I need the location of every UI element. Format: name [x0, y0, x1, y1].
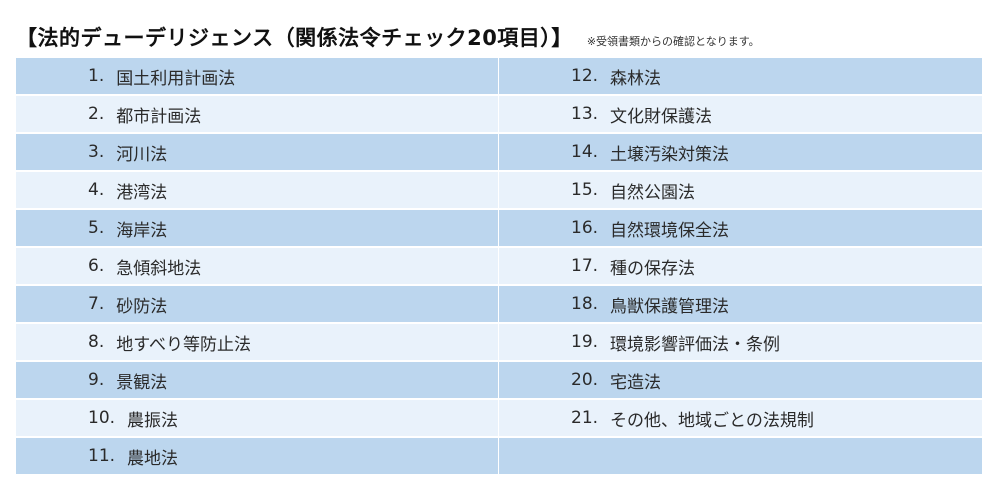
item-label: 農振法: [127, 410, 179, 431]
law-checklist-table: 1. 国土利用計画法 2. 都市計画法 3. 河川法 4. 港湾法 5. 海岸法 6. 急傾…: [16, 58, 982, 476]
item-label: 砂防法: [116, 296, 168, 317]
table-row: 4. 港湾法: [16, 172, 498, 208]
table-row: 3. 河川法: [16, 134, 498, 170]
item-number: 5.: [88, 218, 105, 238]
header: 【法的デューデリジェンス（関係法令チェック20項目）】 ※受領書類からの確認とな…: [16, 22, 760, 52]
item-number: 3.: [88, 142, 105, 162]
item-number: 9.: [88, 370, 105, 390]
left-column: 1. 国土利用計画法 2. 都市計画法 3. 河川法 4. 港湾法 5. 海岸法 6. 急傾…: [16, 58, 499, 476]
item-label: 農地法: [127, 448, 179, 469]
item-label: 景観法: [116, 372, 168, 393]
item-number: 16.: [571, 218, 599, 238]
item-label: 文化財保護法: [610, 106, 713, 127]
item-label: 海岸法: [116, 220, 168, 241]
table-row: 12. 森林法: [499, 58, 982, 94]
item-number: 7.: [88, 294, 105, 314]
table-row: 19. 環境影響評価法・条例: [499, 324, 982, 360]
item-number: 19.: [571, 332, 599, 352]
item-label: 種の保存法: [610, 258, 696, 279]
item-number: 12.: [571, 66, 599, 86]
item-number: 20.: [571, 370, 599, 390]
item-number: 13.: [571, 104, 599, 124]
item-number: 4.: [88, 180, 105, 200]
item-number: 15.: [571, 180, 599, 200]
table-row: 9. 景観法: [16, 362, 498, 398]
table-row: 10. 農振法: [16, 400, 498, 436]
table-row: 5. 海岸法: [16, 210, 498, 246]
item-label: 鳥獣保護管理法: [610, 296, 730, 317]
page-title: 【法的デューデリジェンス（関係法令チェック20項目）】: [16, 26, 573, 50]
item-number: 1.: [88, 66, 105, 86]
item-number: 2.: [88, 104, 105, 124]
item-label: 都市計画法: [116, 106, 202, 127]
table-row: 15. 自然公園法: [499, 172, 982, 208]
table-row-empty: [499, 438, 982, 474]
item-label: 自然環境保全法: [610, 220, 730, 241]
item-label: 国土利用計画法: [116, 68, 236, 89]
item-label: 土壌汚染対策法: [610, 144, 730, 165]
table-row: 6. 急傾斜地法: [16, 248, 498, 284]
table-row: 7. 砂防法: [16, 286, 498, 322]
right-column: 12. 森林法 13. 文化財保護法 14. 土壌汚染対策法 15. 自然公園法 16.…: [499, 58, 982, 476]
item-label: 河川法: [116, 144, 168, 165]
item-number: 8.: [88, 332, 105, 352]
table-row: 11. 農地法: [16, 438, 498, 474]
item-number: 11.: [88, 446, 116, 466]
item-label: 環境影響評価法・条例: [610, 334, 781, 355]
table-row: 20. 宅造法: [499, 362, 982, 398]
item-number: 10.: [88, 408, 116, 428]
table-row: 13. 文化財保護法: [499, 96, 982, 132]
item-number: 17.: [571, 256, 599, 276]
item-number: 21.: [571, 408, 599, 428]
item-label: 急傾斜地法: [116, 258, 202, 279]
table-row: 8. 地すべり等防止法: [16, 324, 498, 360]
item-label: 宅造法: [610, 372, 662, 393]
table-row: 16. 自然環境保全法: [499, 210, 982, 246]
page-note: ※受領書類からの確認となります。: [586, 35, 760, 48]
item-label: 地すべり等防止法: [116, 334, 252, 355]
item-number: 6.: [88, 256, 105, 276]
table-row: 2. 都市計画法: [16, 96, 498, 132]
table-row: 21. その他、地域ごとの法規制: [499, 400, 982, 436]
item-label: 自然公園法: [610, 182, 696, 203]
table-row: 17. 種の保存法: [499, 248, 982, 284]
table-row: 18. 鳥獣保護管理法: [499, 286, 982, 322]
table-row: 1. 国土利用計画法: [16, 58, 498, 94]
item-label: 港湾法: [116, 182, 168, 203]
item-number: 18.: [571, 294, 599, 314]
item-label: 森林法: [610, 68, 662, 89]
item-label: その他、地域ごとの法規制: [610, 410, 814, 431]
table-row: 14. 土壌汚染対策法: [499, 134, 982, 170]
item-number: 14.: [571, 142, 599, 162]
